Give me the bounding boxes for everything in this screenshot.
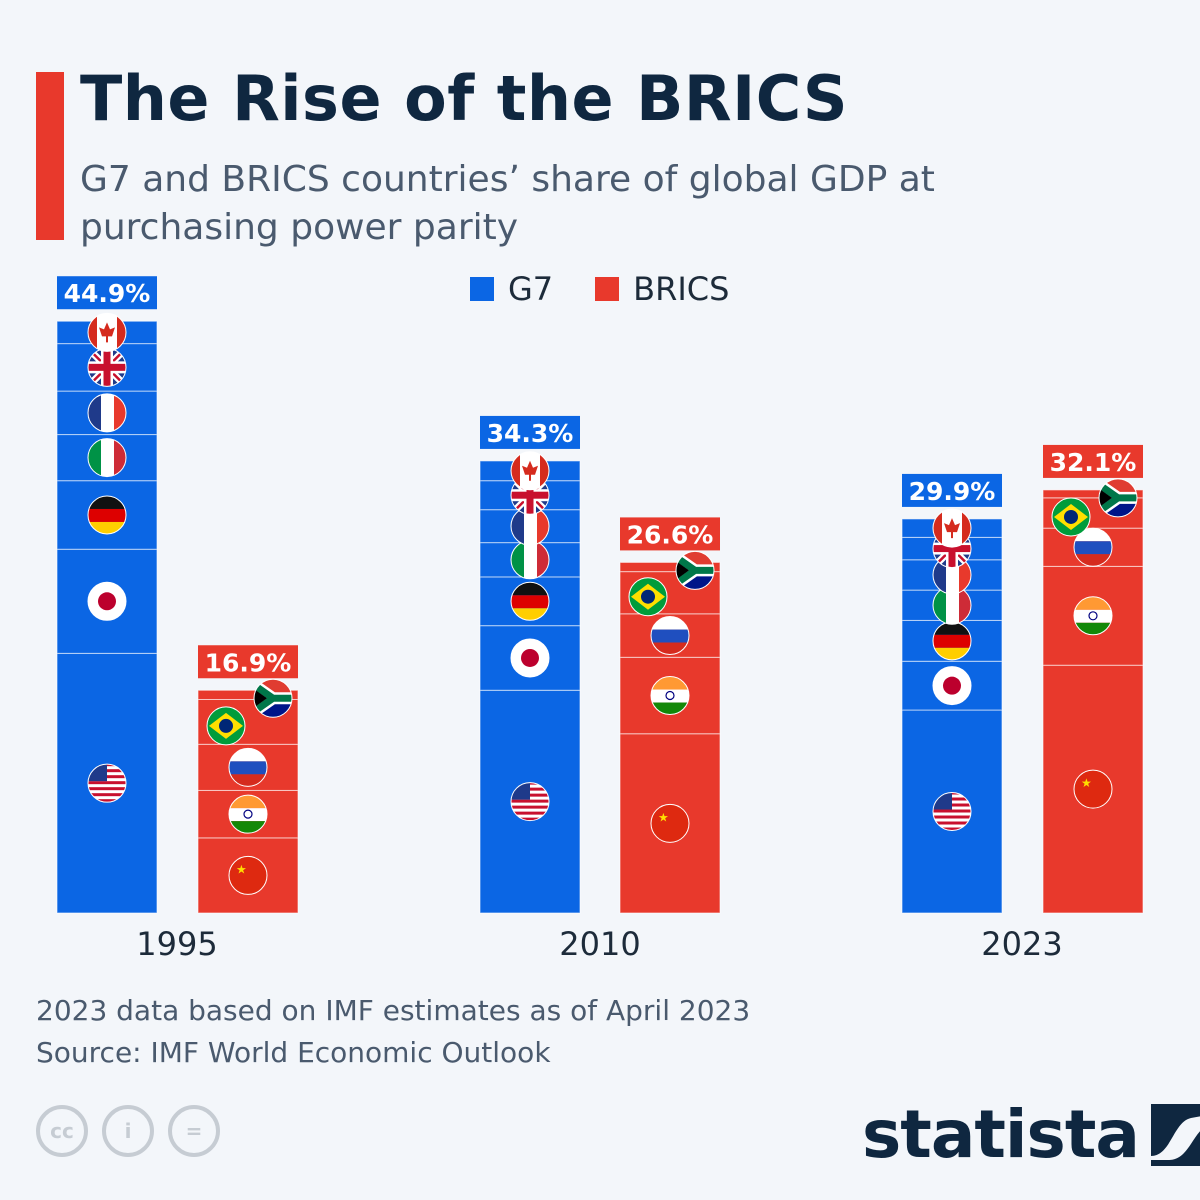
- flag-ca-icon: [932, 508, 972, 548]
- bar-brics-1995: ★: [197, 678, 299, 914]
- bar-brics-2023: ★: [1042, 478, 1144, 914]
- flag-cn-icon: ★: [1073, 769, 1113, 809]
- flag-us-icon: [87, 763, 127, 803]
- legend-swatch-brics: [595, 277, 620, 301]
- flag-ru-icon: [650, 616, 690, 656]
- data-label-text: 26.6%: [627, 520, 714, 549]
- svg-text:★: ★: [658, 810, 669, 824]
- legend-swatch-g7: [470, 277, 494, 301]
- data-label: 16.9%: [198, 645, 298, 679]
- legend-item-brics: BRICS: [595, 270, 729, 308]
- flag-fr-icon: [510, 506, 550, 546]
- footnotes: 2023 data based on IMF estimates as of A…: [36, 990, 750, 1074]
- page-title: The Rise of the BRICS: [80, 62, 849, 135]
- flag-ru-icon: [228, 747, 268, 787]
- attribution-icon[interactable]: i: [102, 1105, 154, 1157]
- flag-gb-icon: [87, 347, 127, 387]
- title-accent-bar: [36, 72, 64, 240]
- data-label-text: 29.9%: [909, 477, 996, 506]
- flag-de-icon: [87, 495, 127, 535]
- statista-logo-icon: [1150, 1103, 1200, 1166]
- legend-label-g7: G7: [508, 270, 554, 308]
- legend: G7 BRICS: [470, 270, 771, 308]
- flag-it-icon: [510, 540, 550, 580]
- footnote: 2023 data based on IMF estimates as of A…: [36, 994, 751, 1027]
- data-label-text: 32.1%: [1050, 448, 1137, 477]
- data-label: 32.1%: [1043, 444, 1143, 478]
- source-note: Source: IMF World Economic Outlook: [36, 1036, 551, 1069]
- flag-it-icon: [932, 585, 972, 625]
- flag-de-icon: [510, 581, 550, 621]
- x-tick-label: 1995: [136, 925, 217, 963]
- license-icons: cc i =: [36, 1105, 220, 1157]
- svg-text:★: ★: [1081, 776, 1092, 790]
- flag-br-icon: [1051, 497, 1091, 537]
- segment-za: [1042, 489, 1144, 499]
- flag-jp-icon: [932, 666, 972, 706]
- data-label: 29.9%: [902, 473, 1002, 507]
- page-subtitle: G7 and BRICS countries’ share of global …: [80, 159, 935, 248]
- flag-fr-icon: [87, 393, 127, 433]
- flag-ru-icon: [1073, 527, 1113, 567]
- x-tick-label: 2023: [981, 925, 1062, 963]
- data-label-text: 34.3%: [487, 419, 574, 448]
- data-label: 44.9%: [57, 276, 157, 310]
- flag-cn-icon: ★: [650, 803, 690, 843]
- flag-ca-icon: [87, 312, 127, 352]
- logo-text: statista: [862, 1096, 1140, 1173]
- statista-logo[interactable]: statista: [862, 1096, 1200, 1173]
- bar-g7-1995: [56, 312, 158, 914]
- creative-commons-icon[interactable]: cc: [36, 1105, 88, 1157]
- flag-cn-icon: ★: [228, 855, 268, 895]
- legend-item-g7: G7: [470, 270, 553, 308]
- data-label-text: 44.9%: [64, 279, 151, 308]
- data-label: 26.6%: [620, 517, 720, 551]
- no-derivatives-icon[interactable]: =: [168, 1105, 220, 1157]
- flag-de-icon: [932, 621, 972, 661]
- flag-za-icon: [675, 550, 715, 590]
- bar-g7-2010: [479, 451, 581, 914]
- flag-in-icon: [650, 676, 690, 716]
- flag-br-icon: [628, 577, 668, 617]
- stacked-bar-chart: 44.9% 34.3% 29.9% ★ 16.9% ★ 26.6% ★ 32.1% 1995 2…: [56, 276, 1144, 963]
- data-label: 34.3%: [480, 415, 580, 449]
- bar-g7-2023: [901, 508, 1003, 914]
- data-label-text: 16.9%: [205, 648, 292, 677]
- flag-it-icon: [87, 438, 127, 478]
- flag-in-icon: [228, 794, 268, 834]
- segment-za: [619, 561, 721, 573]
- flag-za-icon: [253, 678, 293, 718]
- bar-brics-2010: ★: [619, 550, 721, 914]
- flag-jp-icon: [510, 638, 550, 678]
- legend-label-brics: BRICS: [633, 270, 730, 308]
- svg-text:★: ★: [236, 862, 247, 876]
- flag-ca-icon: [510, 451, 550, 491]
- flag-in-icon: [1073, 596, 1113, 636]
- flag-jp-icon: [87, 581, 127, 621]
- flag-br-icon: [206, 706, 246, 746]
- segment-za: [197, 689, 299, 700]
- flag-za-icon: [1098, 478, 1138, 518]
- x-tick-label: 2010: [559, 925, 640, 963]
